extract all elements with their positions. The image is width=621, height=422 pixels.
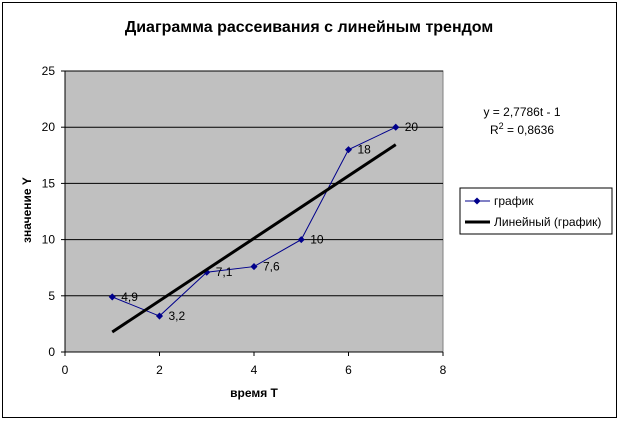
data-label: 4,9 bbox=[121, 290, 138, 304]
data-label: 7,6 bbox=[263, 260, 280, 274]
r2-suffix: = 0,8636 bbox=[504, 123, 555, 137]
data-label: 20 bbox=[405, 120, 419, 134]
y-tick-label: 10 bbox=[42, 233, 56, 247]
trend-equation: y = 2,7786t - 1 bbox=[483, 105, 560, 119]
r2-prefix: R bbox=[490, 123, 499, 137]
y-tick-label: 25 bbox=[42, 64, 56, 78]
x-tick-label: 2 bbox=[156, 363, 163, 377]
y-tick-label: 0 bbox=[48, 345, 55, 359]
data-label: 7,1 bbox=[216, 265, 233, 279]
legend-box bbox=[459, 187, 613, 235]
y-tick-label: 20 bbox=[42, 120, 56, 134]
trendline bbox=[111, 143, 397, 334]
x-axis-label: время Т bbox=[230, 386, 278, 400]
x-tick-labels: 0 2 4 6 8 bbox=[62, 363, 447, 377]
trend-r-squared: R2 = 0,8636 bbox=[490, 121, 554, 137]
data-labels: 4,9 3,2 7,1 7,6 10 18 20 bbox=[121, 120, 418, 323]
legend: график Линейный (график) bbox=[459, 187, 613, 235]
data-point bbox=[297, 236, 305, 244]
x-tick-label: 6 bbox=[345, 363, 352, 377]
y-tick-labels: 0 5 10 15 20 25 bbox=[42, 64, 56, 359]
chart-title: Диаграмма рассеивания с линейным трендом bbox=[125, 19, 493, 36]
data-series bbox=[108, 123, 400, 320]
legend-series-marker bbox=[473, 197, 481, 205]
data-point bbox=[392, 123, 400, 131]
y-tick-label: 15 bbox=[42, 176, 56, 190]
data-point bbox=[155, 312, 164, 320]
r2-superscript: 2 bbox=[499, 121, 504, 131]
y-tick-label: 5 bbox=[48, 289, 55, 303]
data-point bbox=[250, 263, 258, 271]
data-label: 18 bbox=[358, 143, 372, 157]
legend-series-label: график bbox=[494, 194, 534, 208]
x-tick-label: 0 bbox=[62, 363, 69, 377]
gridlines bbox=[61, 70, 443, 353]
data-point bbox=[108, 293, 116, 301]
axes bbox=[64, 71, 444, 356]
y-axis-label: значение Y bbox=[20, 177, 34, 243]
x-tick-label: 4 bbox=[251, 363, 258, 377]
trendline-path bbox=[111, 143, 397, 334]
data-point bbox=[344, 146, 353, 154]
plot-area bbox=[64, 70, 444, 353]
data-label: 10 bbox=[310, 233, 324, 247]
x-tick-label: 8 bbox=[440, 363, 447, 377]
legend-trend-label: Линейный (график) bbox=[494, 215, 601, 229]
data-label: 3,2 bbox=[169, 309, 186, 323]
